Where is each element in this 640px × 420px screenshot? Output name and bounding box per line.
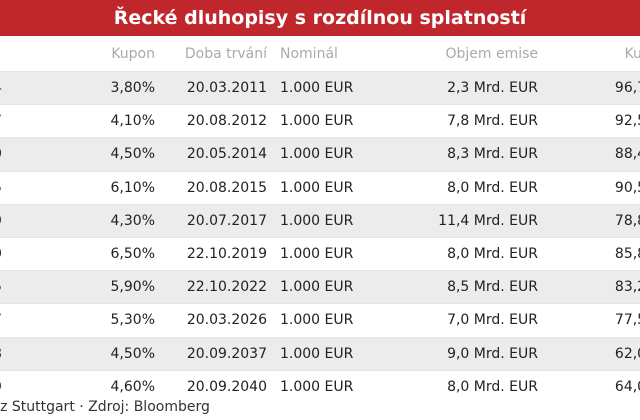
- cell-objem: 7,8 Mrd. EUR: [390, 104, 538, 138]
- cell-objem: 8,5 Mrd. EUR: [390, 270, 538, 304]
- cell-name: 8: [0, 336, 100, 371]
- table-header: Kupon Doba trvání Nominál Objem emise Ku…: [0, 36, 640, 72]
- header-objem: Objem emise: [390, 36, 538, 72]
- cell-kupon: 4,10%: [100, 104, 157, 138]
- cell-nominal: 1.000 EUR: [267, 336, 390, 371]
- header-kupon: Kupon: [100, 36, 157, 72]
- cell-name: 9: [0, 369, 100, 403]
- cell-objem: 11,4 Mrd. EUR: [390, 203, 538, 238]
- cell-kupon: 6,10%: [100, 170, 157, 205]
- cell-doba: 20.05.2014: [157, 137, 267, 172]
- cell-nominal: 1.000 EUR: [267, 369, 390, 403]
- header-kurz: Kurz: [538, 36, 640, 72]
- cell-doba: 22.10.2019: [157, 236, 267, 271]
- header-nominal: Nominál: [267, 36, 390, 72]
- cell-name: 5: [0, 270, 100, 304]
- cell-doba: 20.08.2012: [157, 104, 267, 138]
- source-note: atz Stuttgart · Zdroj: Bloomberg: [0, 399, 210, 415]
- cell-kurz: 96,79: [538, 70, 640, 105]
- cell-nominal: 1.000 EUR: [267, 236, 390, 271]
- cell-objem: 9,0 Mrd. EUR: [390, 336, 538, 371]
- header-name: [0, 36, 100, 72]
- cell-doba: 22.10.2022: [157, 270, 267, 304]
- cell-kupon: 6,50%: [100, 236, 157, 271]
- cell-nominal: 1.000 EUR: [267, 104, 390, 138]
- cell-kupon: 5,30%: [100, 303, 157, 337]
- cell-kupon: 4,50%: [100, 137, 157, 172]
- cell-kurz: 78,84: [538, 203, 640, 238]
- cell-doba: 20.03.2011: [157, 70, 267, 105]
- cell-objem: 8,3 Mrd. EUR: [390, 137, 538, 172]
- cell-kurz: 88,48: [538, 137, 640, 172]
- cell-name: 4: [0, 70, 100, 105]
- cell-doba: 20.09.2037: [157, 336, 267, 371]
- cell-objem: 7,0 Mrd. EUR: [390, 303, 538, 337]
- cell-doba: 20.09.2040: [157, 369, 267, 403]
- cell-kurz: 90,50: [538, 170, 640, 205]
- cell-name: 0: [0, 236, 100, 271]
- cell-name: 0: [0, 137, 100, 172]
- cell-nominal: 1.000 EUR: [267, 170, 390, 205]
- cell-objem: 2,3 Mrd. EUR: [390, 70, 538, 105]
- cell-name: 7: [0, 104, 100, 138]
- bonds-table: Kupon Doba trvání Nominál Objem emise Ku…: [0, 36, 640, 403]
- cell-nominal: 1.000 EUR: [267, 203, 390, 238]
- cell-nominal: 1.000 EUR: [267, 303, 390, 337]
- header-doba: Doba trvání: [157, 36, 267, 72]
- cell-kurz: 64,00: [538, 369, 640, 403]
- cell-kurz: 62,00: [538, 336, 640, 371]
- cell-objem: 8,0 Mrd. EUR: [390, 369, 538, 403]
- cell-kupon: 4,30%: [100, 203, 157, 238]
- cell-doba: 20.07.2017: [157, 203, 267, 238]
- cell-nominal: 1.000 EUR: [267, 137, 390, 172]
- page-title: Řecké dluhopisy s rozdílnou splatností: [0, 0, 640, 36]
- cell-name: 7: [0, 303, 100, 337]
- cell-kurz: 83,21: [538, 270, 640, 304]
- cell-kupon: 5,90%: [100, 270, 157, 304]
- cell-nominal: 1.000 EUR: [267, 70, 390, 105]
- cell-kurz: 92,53: [538, 104, 640, 138]
- cell-objem: 8,0 Mrd. EUR: [390, 236, 538, 271]
- cell-nominal: 1.000 EUR: [267, 270, 390, 304]
- cell-name: 5: [0, 170, 100, 205]
- cell-kurz: 85,88: [538, 236, 640, 271]
- cell-kupon: 4,50%: [100, 336, 157, 371]
- cell-name: 9: [0, 203, 100, 238]
- cell-kurz: 77,50: [538, 303, 640, 337]
- cell-objem: 8,0 Mrd. EUR: [390, 170, 538, 205]
- cell-doba: 20.08.2015: [157, 170, 267, 205]
- cell-doba: 20.03.2026: [157, 303, 267, 337]
- cell-kupon: 4,60%: [100, 369, 157, 403]
- header-row: Kupon Doba trvání Nominál Objem emise Ku…: [0, 36, 640, 72]
- cell-kupon: 3,80%: [100, 70, 157, 105]
